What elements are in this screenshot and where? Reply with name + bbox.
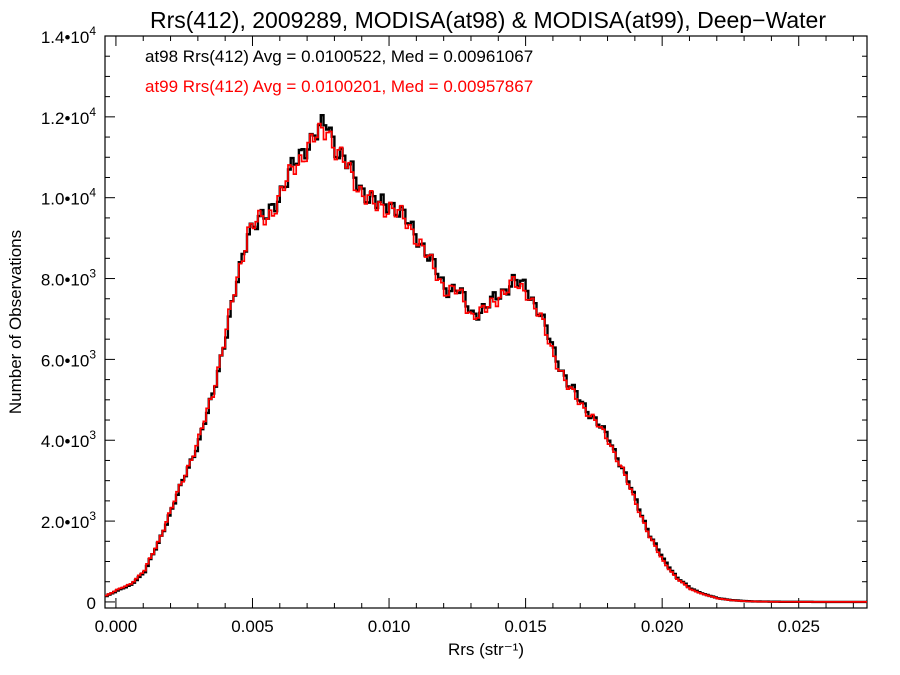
y-tick-label: 1.4•104	[41, 24, 97, 47]
y-tick-labels: 0 2.0•103 4.0•103 6.0•103 8.0•103 1.0•104 1.2•…	[41, 24, 97, 613]
y-tick-label: 4.0•103	[41, 428, 97, 451]
legend-entry-at98: at98 Rrs(412) Avg = 0.0100522, Med = 0.0…	[145, 47, 533, 66]
x-axis-label: Rrs (str⁻¹)	[448, 640, 524, 659]
plot-frame	[104, 35, 868, 609]
x-tick-labels: 0.000 0.005 0.010 0.015 0.020 0.025	[95, 617, 820, 636]
x-tick-label: 0.000	[95, 617, 138, 636]
x-tick-label: 0.020	[641, 617, 684, 636]
x-tick-label: 0.005	[231, 617, 274, 636]
y-tick-label: 1.2•104	[41, 105, 97, 128]
chart-title: Rrs(412), 2009289, MODISA(at98) & MODISA…	[150, 7, 826, 33]
series-lines	[105, 114, 867, 604]
y-tick-label: 1.0•104	[41, 186, 97, 209]
y-tick-label: 2.0•103	[41, 509, 97, 532]
legend-entry-at99: at99 Rrs(412) Avg = 0.0100201, Med = 0.0…	[145, 77, 533, 96]
x-tick-label: 0.025	[777, 617, 820, 636]
y-axis-label: Number of Observations	[6, 230, 25, 414]
y-tick-label: 0	[87, 594, 96, 613]
y-tick-label: 8.0•103	[41, 267, 97, 290]
axis-ticks	[105, 35, 867, 608]
series-line-at99	[105, 122, 867, 603]
x-tick-label: 0.015	[504, 617, 547, 636]
x-tick-label: 0.010	[368, 617, 411, 636]
y-tick-label: 6.0•103	[41, 347, 97, 370]
